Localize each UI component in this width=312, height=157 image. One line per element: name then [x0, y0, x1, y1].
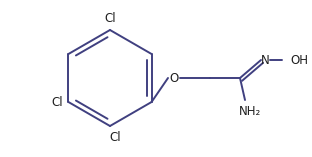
Text: N: N — [261, 54, 269, 67]
Text: O: O — [169, 71, 179, 84]
Text: Cl: Cl — [52, 95, 63, 108]
Text: OH: OH — [290, 54, 308, 67]
Text: Cl: Cl — [109, 131, 121, 144]
Text: Cl: Cl — [104, 12, 116, 25]
Text: NH₂: NH₂ — [239, 105, 261, 118]
